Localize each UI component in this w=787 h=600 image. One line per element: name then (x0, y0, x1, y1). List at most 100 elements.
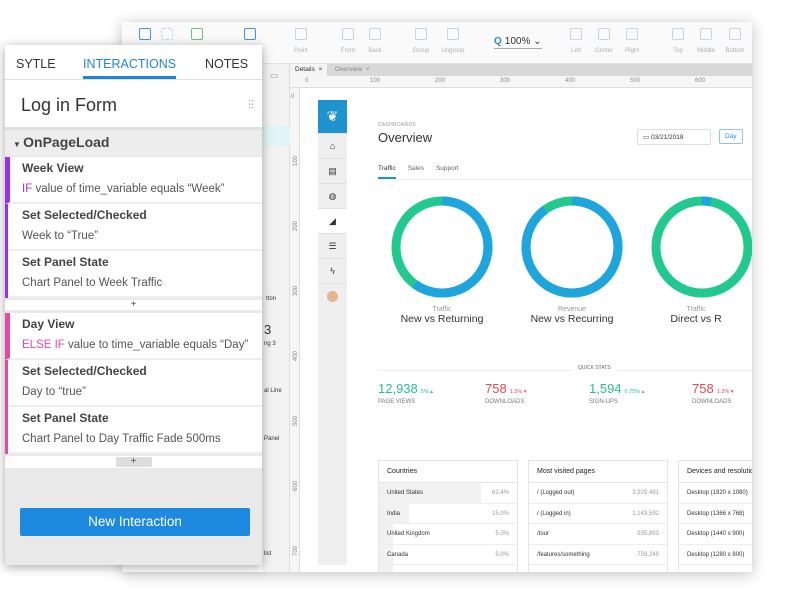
case-name: Day View (22, 317, 75, 331)
donut-title: New vs Recurring (530, 313, 614, 325)
stat-value: 1,594 (589, 381, 622, 396)
point-button[interactable]: Point (286, 28, 316, 54)
align-center-button[interactable]: Center (589, 28, 619, 54)
table-row: / (Logged in) 1,143,592 (529, 504, 667, 524)
table-header: Devices and resolutions (679, 461, 752, 483)
table-row: Canada 5.0% (379, 544, 517, 565)
tab-details[interactable]: Details × (290, 64, 328, 76)
dashboard-tabs: Traffic Sales Support (378, 157, 752, 180)
align-bottom-button[interactable]: Bottom (720, 28, 750, 54)
globe-icon[interactable]: ◍ (318, 184, 347, 209)
connector-icon[interactable] (182, 28, 212, 48)
home-icon[interactable]: ⌂ (318, 134, 347, 159)
dashboard: DASHBOARDS Overview ▭ 03/21/2018 Day Tra… (347, 100, 752, 572)
action-item[interactable]: Set Panel State Chart Panel to Day Traffi… (8, 407, 262, 454)
tab-style[interactable]: SYTLE (16, 57, 56, 71)
group-label: Group (412, 48, 430, 54)
cases-list: Week View IF value of time_variable equal… (5, 157, 262, 468)
donut-blue-segment (521, 196, 623, 298)
list-icon[interactable]: ☰ (318, 234, 347, 259)
insert-button[interactable] (235, 28, 265, 48)
collapse-triangle-icon[interactable]: ▼ (13, 140, 24, 149)
folder-icon[interactable]: ▭ (270, 70, 279, 80)
selected-row[interactable] (262, 126, 290, 146)
ruler-label: 300 (500, 78, 511, 84)
table-row: / (Logged out) 3,929,481 (529, 483, 667, 504)
avatar[interactable] (318, 284, 347, 309)
horizontal-ruler: 0 100 200 300 400 500 600 (290, 76, 752, 88)
left-label: Left (570, 48, 581, 54)
row-value: 759,249 (637, 551, 659, 558)
tab-notes[interactable]: NOTES (205, 57, 249, 71)
point-label: Point (294, 48, 308, 54)
stat-downloads: 758 1.3% ▾ DOWNLOADS (692, 380, 734, 405)
action-detail: Week to “True” (22, 230, 99, 242)
settings-sliders-icon[interactable]: ⫶⫶ (247, 98, 254, 112)
back-label: Back (368, 48, 382, 54)
calendar-icon: ▭ (643, 134, 651, 141)
ruler-label: 100 (293, 155, 300, 167)
ruler-label: 500 (293, 415, 300, 427)
ruler-label: 400 (565, 78, 576, 84)
chart-icon[interactable]: ◢ (318, 209, 347, 234)
event-name: OnPageLoad (23, 134, 110, 150)
vertical-ruler: 0 100 200 300 400 500 600 700 (290, 88, 300, 572)
front-button[interactable]: Front (333, 28, 363, 54)
back-button[interactable]: Back (360, 28, 390, 54)
percentage-bar (379, 524, 394, 544)
align-left-button[interactable]: Left (561, 28, 591, 54)
donut-title: New vs Returning (400, 313, 484, 325)
align-top-button[interactable]: Top (663, 28, 693, 54)
stat-label: PAGE VIEWS (378, 399, 416, 405)
tab-sales[interactable]: Sales (407, 165, 424, 172)
event-header[interactable]: ▼ OnPageLoad (5, 130, 262, 155)
new-interaction-button[interactable]: New Interaction (20, 508, 250, 536)
case-block[interactable]: Day View ELSE IF value to time_variable e… (5, 313, 262, 454)
add-action-button[interactable]: + (5, 300, 262, 310)
row-label: Desktop (1920 x 1080) (687, 490, 748, 496)
action-item[interactable]: Set Selected/Checked Week to “True” (8, 204, 262, 251)
front-label: Front (340, 48, 355, 54)
ruler-label: 200 (435, 78, 446, 84)
row-value: 935,893 (637, 531, 659, 537)
action-item[interactable]: Set Panel State Chart Panel to Week Traff… (8, 251, 262, 298)
quick-stats-label: QUICK STATS (572, 365, 617, 371)
align-right-button[interactable]: Right (617, 28, 647, 54)
fragment: ng 3 (264, 341, 276, 347)
table-row: Desktop (1920 x 1080) (679, 483, 752, 504)
action-name: Set Selected/Checked (22, 364, 147, 378)
case-block[interactable]: Week View IF value of time_variable equal… (5, 157, 262, 298)
group-button[interactable]: Group (406, 28, 436, 54)
bolt-icon[interactable]: ϟ (318, 259, 347, 284)
row-label: /features/something (537, 551, 590, 558)
tab-overview[interactable]: Overview × (335, 66, 370, 73)
range-button[interactable]: Day (719, 129, 743, 144)
case-condition[interactable]: Week View IF value of time_variable equal… (5, 157, 262, 204)
zoom-select[interactable]: Q 100% ⌄ (494, 36, 542, 49)
align-middle-button[interactable]: Middle (691, 28, 721, 54)
row-value: 5.0% (495, 551, 509, 558)
crop-icon[interactable] (152, 28, 182, 48)
case-condition[interactable]: Day View ELSE IF value to time_variable e… (5, 313, 262, 360)
action-detail: Day to “true” (22, 386, 86, 398)
ungroup-button[interactable]: Ungroup (437, 28, 469, 54)
tab-traffic[interactable]: Traffic (378, 165, 396, 179)
document-icon[interactable]: ▤ (318, 159, 347, 184)
fragment: al Line (264, 388, 282, 394)
action-item[interactable]: Set Selected/Checked Day to “true” (8, 360, 262, 407)
add-action-button[interactable]: + (115, 457, 152, 467)
date-picker[interactable]: ▭ 03/21/2018 (637, 129, 711, 145)
stat-value: 758 (485, 381, 507, 396)
select-mode-icon[interactable] (130, 28, 160, 48)
bottom-label: Bottom (725, 48, 745, 54)
case-name: Week View (22, 161, 84, 175)
percentage-bar (379, 544, 394, 564)
row-label: /features/another-thing (537, 565, 597, 572)
tab-support[interactable]: Support (435, 165, 459, 172)
leaf-logo-icon[interactable]: ❦ (318, 100, 347, 134)
ruler-label: 100 (370, 78, 381, 84)
outline-pane: ▭ tton 3 ng 3 al Line Panel list (262, 64, 290, 572)
table-row: /features/something 759,249 (529, 545, 667, 565)
fragment: Panel (264, 436, 280, 442)
tab-interactions[interactable]: INTERACTIONS (83, 57, 177, 79)
